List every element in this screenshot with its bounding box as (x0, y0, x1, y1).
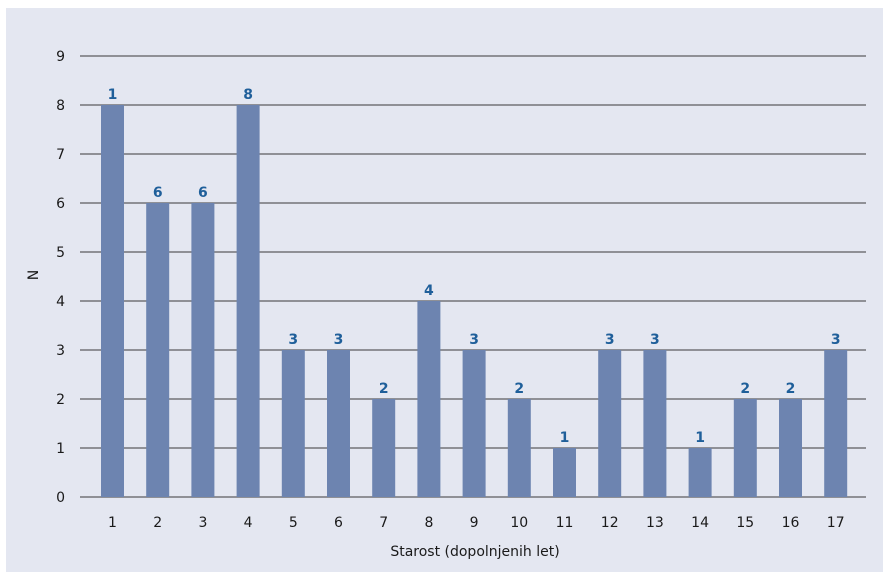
y-tick-label: 7 (56, 147, 65, 163)
x-tick-label: 8 (424, 515, 433, 531)
bar (779, 399, 802, 497)
y-axis-ticks: 0 1 2 3 4 5 6 7 8 9 (56, 49, 65, 506)
data-label: 6 (198, 185, 208, 201)
y-tick-label: 6 (56, 196, 65, 212)
x-tick-label: 11 (556, 515, 574, 531)
data-label: 4 (424, 283, 434, 299)
data-labels: 1 6 6 8 3 3 2 4 3 2 1 3 3 1 2 2 3 (108, 87, 841, 446)
x-tick-label: 4 (244, 515, 253, 531)
y-tick-label: 2 (56, 392, 65, 408)
data-label: 3 (288, 332, 298, 348)
data-label: 3 (650, 332, 660, 348)
bar (146, 203, 170, 497)
data-label: 2 (379, 381, 389, 397)
y-tick-label: 9 (56, 49, 65, 65)
y-tick-label: 3 (56, 343, 65, 359)
data-label: 1 (108, 87, 118, 103)
x-tick-label: 10 (510, 515, 528, 531)
x-tick-label: 7 (379, 515, 388, 531)
x-tick-label: 15 (736, 515, 754, 531)
data-label: 2 (514, 381, 524, 397)
data-label: 8 (243, 87, 253, 103)
bar (372, 399, 396, 497)
data-label: 1 (560, 430, 570, 446)
bar (643, 350, 667, 497)
y-tick-label: 5 (56, 245, 65, 261)
bar (598, 350, 622, 497)
data-label: 3 (605, 332, 615, 348)
bar (688, 448, 712, 497)
data-label: 3 (334, 332, 344, 348)
bar (507, 399, 531, 497)
bar (462, 350, 486, 497)
y-tick-label: 0 (56, 490, 65, 506)
bar (417, 301, 441, 497)
x-tick-label: 17 (827, 515, 845, 531)
x-tick-label: 16 (782, 515, 800, 531)
x-tick-label: 12 (601, 515, 619, 531)
x-tick-label: 14 (691, 515, 709, 531)
x-tick-label: 3 (198, 515, 207, 531)
y-axis-title: N (26, 270, 42, 280)
data-label: 3 (469, 332, 479, 348)
data-label: 3 (831, 332, 841, 348)
x-tick-label: 9 (470, 515, 479, 531)
bars (101, 105, 848, 497)
bar (733, 399, 757, 497)
bar (281, 350, 305, 497)
data-label: 1 (695, 430, 705, 446)
bar (824, 350, 848, 497)
y-tick-label: 1 (56, 441, 65, 457)
x-tick-label: 6 (334, 515, 343, 531)
x-tick-label: 2 (153, 515, 162, 531)
x-tick-label: 13 (646, 515, 664, 531)
bar (236, 105, 260, 497)
x-axis-ticks: 1 2 3 4 5 6 7 8 9 10 11 12 13 14 15 16 17 (108, 515, 845, 531)
x-axis-title: Starost (dopolnjenih let) (390, 544, 559, 560)
bar (191, 203, 215, 497)
data-label: 6 (153, 185, 163, 201)
bar (553, 448, 576, 497)
x-tick-label: 5 (289, 515, 298, 531)
data-label: 2 (786, 381, 796, 397)
y-tick-label: 4 (56, 294, 65, 310)
data-label: 2 (740, 381, 750, 397)
x-tick-label: 1 (108, 515, 117, 531)
bar (327, 350, 350, 497)
y-tick-label: 8 (56, 98, 65, 114)
bar (101, 105, 124, 497)
